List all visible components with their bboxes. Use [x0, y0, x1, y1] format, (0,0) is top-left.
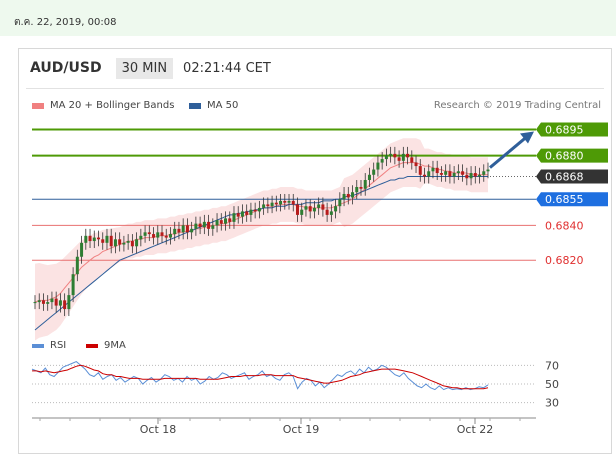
legend-label-ma50: MA 50: [207, 100, 239, 111]
legend-9ma: 9MA: [86, 340, 126, 351]
legend-ma20: MA 20 + Bollinger Bands: [32, 100, 174, 111]
legend-ma50: MA 50: [189, 100, 238, 111]
legend-label-9ma: 9MA: [104, 340, 126, 351]
interval-label: 30 MIN: [115, 57, 174, 79]
timestamp: ต.ค. 22, 2019, 00:08: [14, 17, 117, 28]
legend-label-ma20: MA 20 + Bollinger Bands: [50, 100, 175, 111]
legend-swatch-ma50: [189, 102, 201, 109]
legend-rsi: RSI: [32, 340, 66, 351]
chart-header: AUD/USD 30 MIN 02:21:44 CET: [30, 57, 271, 79]
clock-label: 02:21:44 CET: [183, 60, 271, 76]
symbol-label: AUD/USD: [30, 60, 102, 76]
legend-swatch-rsi: [32, 343, 44, 348]
legend-swatch-9ma: [86, 343, 98, 348]
top-banner: ต.ค. 22, 2019, 00:08: [0, 0, 616, 36]
research-credit: Research © 2019 Trading Central: [433, 100, 601, 111]
header-divider: [26, 88, 604, 89]
legend-swatch-ma20: [32, 102, 44, 109]
legend-label-rsi: RSI: [50, 340, 67, 351]
